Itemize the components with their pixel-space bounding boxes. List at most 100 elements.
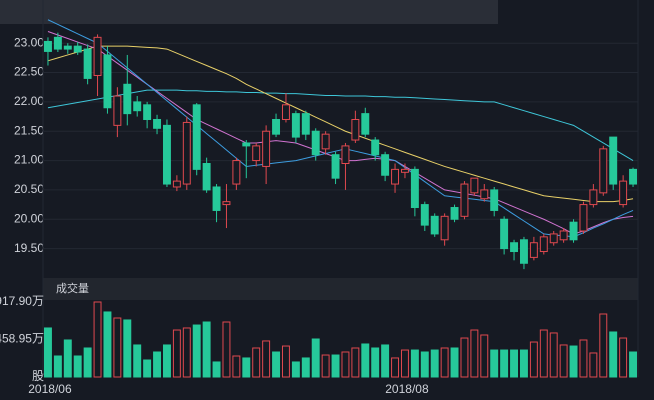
volume-bar [470,329,479,378]
volume-bar [559,344,568,378]
candle-body [490,189,499,211]
candle-body [281,104,290,120]
volume-bar [589,352,598,378]
y-tick-label: 23.00 [14,35,44,49]
candle-body [331,154,340,179]
candle-body [579,204,588,232]
volume-bar [212,361,221,378]
x-tick-label: 2018/08 [385,382,429,396]
volume-bar [262,340,271,378]
candle-body [510,242,519,253]
candle-body [301,113,310,135]
candle-body [93,36,102,76]
candle-body [182,121,191,185]
volume-bar [341,351,350,378]
volume-bar [73,355,82,378]
volume-bar [549,332,558,378]
candle-body [291,113,300,138]
candle-body [262,130,271,167]
volume-bar [202,321,211,378]
y-tick-label: 22.50 [14,65,44,79]
volume-bar [361,343,370,378]
volume-bar [272,351,281,378]
candle-body [73,45,82,53]
x-tick-label: 2018/06 [28,382,72,396]
volume-bar [321,354,330,378]
volume-bar [430,349,439,378]
candle-body [629,168,638,185]
candle-body [143,104,152,120]
volume-bar [391,357,400,378]
volume-bar [569,345,578,378]
y-tick-label: 21.00 [14,153,44,167]
volume-bar [103,311,112,378]
candle-body [272,118,281,135]
candle-body [460,183,469,217]
candle-body [381,154,390,176]
candle-body [153,118,162,129]
candle-body [172,180,181,188]
candle-body [123,83,132,115]
y-tick-label: 22.00 [14,94,44,108]
volume-bar [510,349,519,378]
candle-body [440,215,449,241]
volume-bar [113,317,122,378]
candle-body [53,36,62,50]
volume-bar [123,319,132,378]
volume-bar [420,351,429,378]
candle-body [321,133,330,150]
volume-bar [381,344,390,378]
volume-bar [43,327,52,378]
volume-bar [460,337,469,378]
candle-body [400,168,409,173]
volume-bar [153,351,162,378]
candle-body [420,204,429,226]
candle-body [450,207,459,220]
volume-bar [162,344,171,378]
candle-body [222,201,231,206]
candle-body [63,45,72,50]
moving-average-line [47,89,634,162]
candle-body [113,95,122,126]
volume-bar [242,357,251,378]
volume-bar [410,349,419,378]
volume-bar [579,339,588,378]
y-tick-label: 917.90万 [0,294,44,308]
volume-bar [500,349,509,378]
candle-body [609,136,618,185]
volume-bar [301,357,310,378]
candle-body [559,230,568,241]
candle-body [242,142,251,147]
volume-bar [450,347,459,378]
candle-body [351,118,360,141]
volume-bar [480,334,489,378]
candle-body [162,124,171,185]
y-tick-label: 21.50 [14,123,44,137]
volume-bar [371,347,380,378]
volume-bar [172,329,181,378]
volume-bar [331,354,340,378]
volume-bar [143,359,152,378]
volume-bar [629,351,638,378]
candle-body [391,168,400,185]
volume-bar [133,344,142,378]
volume-bar [490,349,499,378]
moving-average-line [47,19,634,238]
candle-body [519,239,528,264]
candle-body [599,148,608,194]
candle-body [341,145,350,165]
candle-body [83,48,92,79]
candle-body [43,40,52,52]
volume-bar [539,329,548,378]
volume-bar [440,347,449,378]
candle-body [252,145,261,162]
volume-bar [599,313,608,378]
volume-bar [311,338,320,378]
y-tick-label: 19.50 [14,241,44,255]
volume-bar [222,321,231,378]
candle-body [569,221,578,241]
y-tick-label: 股 [32,369,44,383]
volume-bar [519,349,528,378]
volume-bar [83,347,92,378]
